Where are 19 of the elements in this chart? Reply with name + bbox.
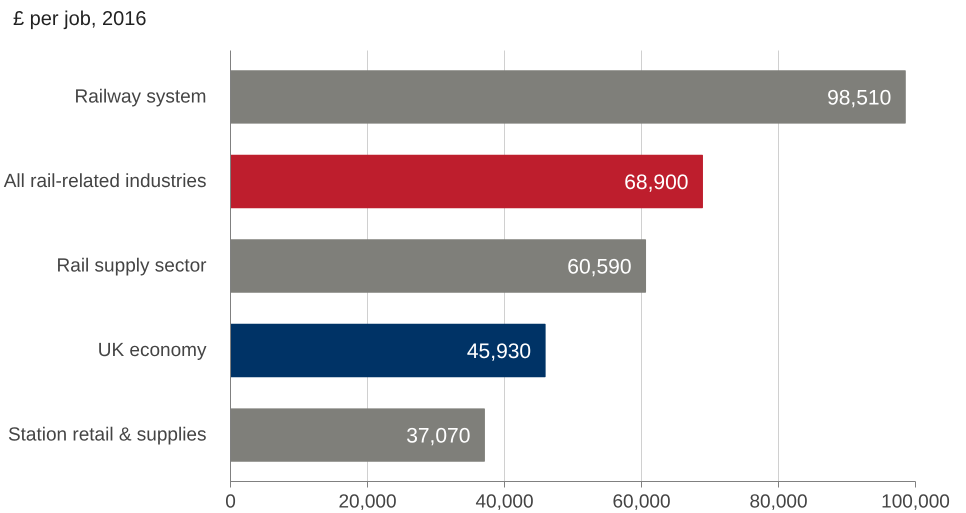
x-tick-label: 20,000 bbox=[338, 492, 397, 512]
x-tick-label: 80,000 bbox=[749, 492, 808, 512]
bar bbox=[230, 154, 703, 208]
data-label: 68,900 bbox=[624, 170, 688, 194]
y-tick-label: Railway system bbox=[74, 86, 207, 108]
data-label: 37,070 bbox=[406, 424, 470, 448]
data-label: 60,590 bbox=[567, 256, 632, 278]
y-tick-label: Rail supply sector bbox=[56, 256, 208, 276]
data-label: 45,930 bbox=[466, 340, 532, 364]
y-tick-label: All rail-related industries bbox=[4, 170, 207, 192]
x-tick-label: 100,000 bbox=[881, 492, 950, 512]
y-tick-label: UK economy bbox=[98, 340, 207, 362]
data-label: 98,510 bbox=[827, 86, 892, 110]
y-tick-label: Station retail & supplies bbox=[8, 424, 207, 446]
x-tick-label: 0 bbox=[225, 492, 236, 512]
bar bbox=[230, 324, 546, 378]
x-tick-label: 40,000 bbox=[475, 492, 534, 512]
x-tick-label: 60,000 bbox=[612, 492, 671, 512]
chart-title: £ per job, 2016 bbox=[13, 7, 146, 32]
